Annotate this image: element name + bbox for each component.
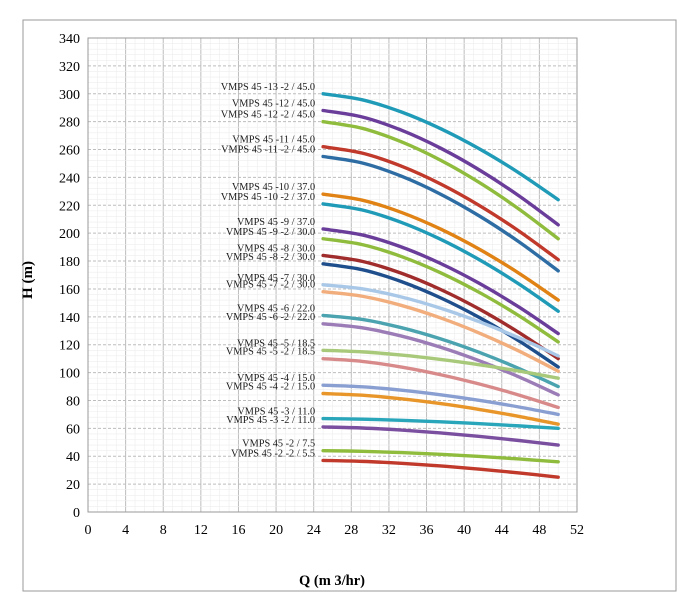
svg-text:VMPS 45 -6 -2 / 22.0: VMPS 45 -6 -2 / 22.0	[226, 312, 315, 323]
svg-text:VMPS 45 -13 -2 / 45.0: VMPS 45 -13 -2 / 45.0	[221, 82, 315, 93]
svg-text:16: 16	[231, 523, 245, 538]
svg-text:36: 36	[420, 523, 434, 538]
svg-text:H (m): H (m)	[20, 261, 36, 299]
svg-text:80: 80	[66, 394, 80, 409]
svg-text:0: 0	[85, 523, 92, 538]
svg-text:300: 300	[59, 88, 80, 103]
svg-text:340: 340	[59, 32, 80, 47]
svg-text:VMPS 45 -5 -2 / 18.5: VMPS 45 -5 -2 / 18.5	[226, 347, 315, 358]
svg-text:VMPS 45 -9 -2 / 30.0: VMPS 45 -9 -2 / 30.0	[226, 227, 315, 238]
svg-text:4: 4	[122, 523, 129, 538]
svg-text:VMPS 45 -8 -2 / 30.0: VMPS 45 -8 -2 / 30.0	[226, 252, 315, 263]
svg-text:VMPS 45 -12 -2 / 45.0: VMPS 45 -12 -2 / 45.0	[221, 110, 315, 121]
svg-text:220: 220	[59, 199, 80, 214]
svg-text:32: 32	[382, 523, 396, 538]
svg-text:VMPS 45 -10 -2 / 37.0: VMPS 45 -10 -2 / 37.0	[221, 192, 315, 203]
svg-text:52: 52	[570, 523, 584, 538]
svg-text:VMPS 45 -4 -2 / 15.0: VMPS 45 -4 -2 / 15.0	[226, 382, 315, 393]
svg-text:0: 0	[73, 506, 80, 521]
svg-text:240: 240	[59, 171, 80, 186]
svg-text:320: 320	[59, 60, 80, 75]
svg-text:140: 140	[59, 311, 80, 326]
svg-text:44: 44	[495, 523, 509, 538]
svg-text:120: 120	[59, 339, 80, 354]
svg-text:Q (m 3/hr): Q (m 3/hr)	[299, 573, 365, 589]
svg-text:40: 40	[66, 450, 80, 465]
svg-text:VMPS 45 -2 -2 / 5.5: VMPS 45 -2 -2 / 5.5	[231, 448, 315, 459]
svg-text:28: 28	[344, 523, 358, 538]
svg-text:60: 60	[66, 422, 80, 437]
svg-text:180: 180	[59, 255, 80, 270]
svg-text:48: 48	[532, 523, 546, 538]
svg-text:20: 20	[66, 478, 80, 493]
svg-text:200: 200	[59, 227, 80, 242]
svg-text:100: 100	[59, 367, 80, 382]
svg-text:VMPS 45 -12 / 45.0: VMPS 45 -12 / 45.0	[232, 98, 315, 109]
svg-text:24: 24	[307, 523, 321, 538]
svg-text:280: 280	[59, 116, 80, 131]
svg-text:VMPS 45 -3 -2 / 11.0: VMPS 45 -3 -2 / 11.0	[226, 415, 315, 426]
svg-text:12: 12	[194, 523, 208, 538]
svg-text:160: 160	[59, 283, 80, 298]
svg-text:20: 20	[269, 523, 283, 538]
svg-text:VMPS 45 -7 -2 / 30.0: VMPS 45 -7 -2 / 30.0	[226, 280, 315, 291]
svg-text:40: 40	[457, 523, 471, 538]
svg-text:8: 8	[160, 523, 167, 538]
svg-text:VMPS 45 -11 -2 / 45.0: VMPS 45 -11 -2 / 45.0	[221, 145, 315, 156]
svg-text:260: 260	[59, 144, 80, 159]
